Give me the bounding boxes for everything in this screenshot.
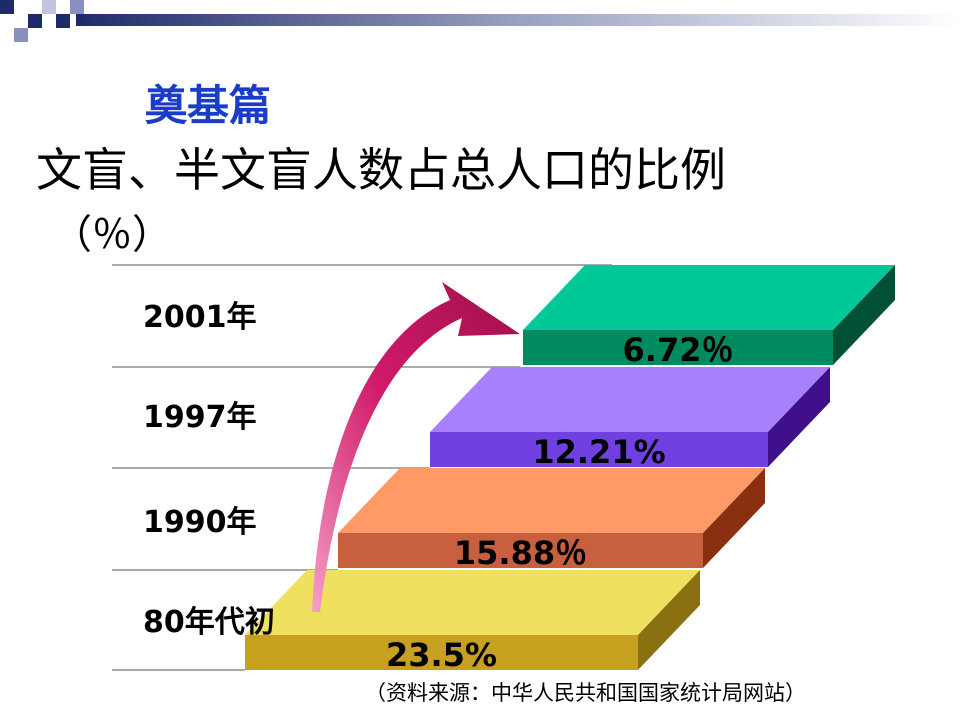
- step-side: [703, 468, 765, 568]
- title: 奠基篇: [145, 81, 271, 130]
- period-label: 1990年: [143, 505, 257, 540]
- period-label: 1997年: [143, 400, 257, 435]
- step-top: [523, 265, 895, 330]
- arrow: [312, 282, 520, 612]
- step-side: [638, 570, 700, 670]
- period-label: 80年代初: [143, 605, 275, 640]
- step-front: [523, 330, 833, 365]
- step-top: [245, 570, 700, 635]
- subtitle: 文盲、半文盲人数占总人口的比例: [36, 145, 726, 196]
- decoration: [0, 0, 960, 42]
- row-lines: [112, 264, 612, 671]
- period-label: 2001年: [143, 300, 257, 335]
- source: （资料来源：中华人民共和国国家统计局网站）: [365, 681, 806, 705]
- unit: （％）: [52, 212, 172, 257]
- step-top: [338, 468, 765, 533]
- step-side: [833, 265, 895, 365]
- step-label: 23.5%: [386, 636, 497, 674]
- step-label: 15.88％: [454, 534, 587, 572]
- step-side: [768, 367, 830, 467]
- step-top: [430, 367, 830, 432]
- step-front: [430, 432, 768, 467]
- step-front: [338, 533, 703, 568]
- step-label: 6.72％: [623, 331, 734, 369]
- step-front: [245, 635, 638, 670]
- step-label: 12.21%: [532, 433, 665, 471]
